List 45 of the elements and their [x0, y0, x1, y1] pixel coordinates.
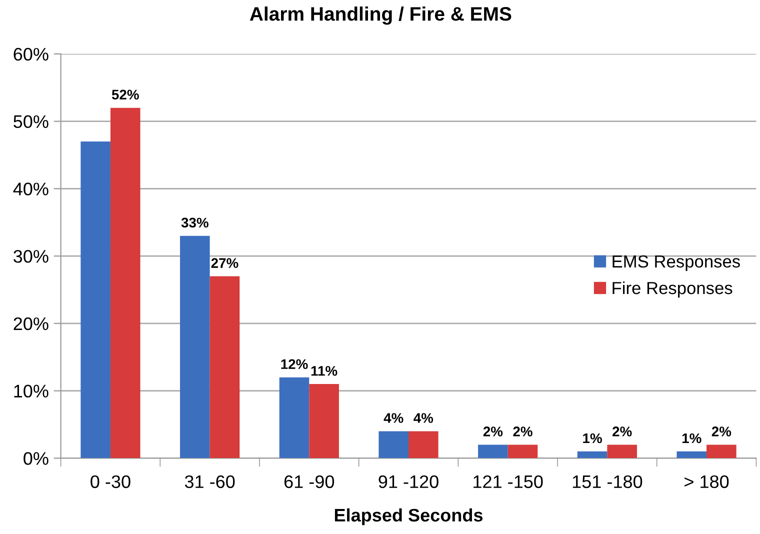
x-axis-title: Elapsed Seconds [334, 508, 483, 526]
data-label: 11% [311, 366, 338, 376]
bar [607, 444, 637, 458]
data-label: 52% [112, 90, 139, 100]
data-label: 4% [384, 413, 404, 423]
bar [706, 444, 736, 458]
bar [80, 142, 110, 458]
data-label: 1% [682, 433, 702, 444]
data-label: 2% [712, 426, 732, 436]
bar [279, 377, 310, 458]
legend-label: EMS Responses [612, 255, 740, 272]
bar [577, 451, 608, 458]
bar [408, 431, 438, 458]
bar [180, 236, 210, 458]
x-tick-label: 61 -90 [284, 475, 334, 488]
bar [110, 108, 140, 458]
bar [378, 431, 408, 458]
bar [309, 384, 339, 458]
y-tick-label: 20% [14, 317, 48, 330]
bar [676, 451, 707, 458]
data-label: 2% [612, 426, 632, 436]
x-tick-label: 121 -150 [474, 475, 543, 488]
data-label: 12% [281, 359, 308, 369]
y-tick-label: 60% [14, 48, 48, 61]
data-label: 1% [583, 433, 602, 444]
y-tick-label: 30% [14, 250, 48, 263]
chart-title: Alarm Handling / Fire & EMS [250, 6, 512, 25]
data-label: 2% [483, 426, 503, 436]
bar [478, 444, 508, 458]
y-tick-label: 10% [14, 384, 48, 398]
bar [508, 444, 538, 458]
x-tick-label: 0 -30 [90, 475, 130, 488]
data-label: 33% [181, 218, 208, 228]
legend-label: Fire Responses [612, 281, 732, 298]
data-label: 2% [513, 426, 532, 436]
x-tick-label: 91 -120 [378, 475, 438, 488]
x-tick-label: 31 -60 [184, 475, 235, 488]
x-tick-label: 151 -180 [572, 475, 642, 488]
data-label: 27% [211, 258, 238, 268]
bar [210, 276, 240, 458]
y-tick-label: 40% [13, 182, 48, 196]
data-label: 4% [414, 413, 434, 423]
y-tick-label: 0% [24, 452, 48, 465]
y-tick-label: 50% [14, 115, 48, 128]
x-tick-label: > 180 [684, 475, 729, 488]
